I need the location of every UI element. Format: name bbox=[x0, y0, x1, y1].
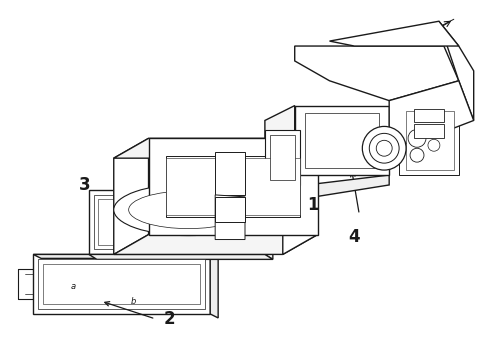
Polygon shape bbox=[33, 255, 210, 314]
Polygon shape bbox=[98, 199, 256, 246]
Polygon shape bbox=[94, 195, 260, 249]
Polygon shape bbox=[389, 81, 474, 145]
Polygon shape bbox=[215, 152, 245, 195]
Polygon shape bbox=[215, 197, 245, 222]
Polygon shape bbox=[89, 190, 265, 255]
Circle shape bbox=[369, 133, 399, 163]
Ellipse shape bbox=[114, 184, 263, 235]
Polygon shape bbox=[439, 21, 474, 121]
Text: a: a bbox=[71, 282, 76, 291]
Polygon shape bbox=[414, 109, 444, 122]
Text: 2: 2 bbox=[164, 310, 175, 328]
Circle shape bbox=[362, 126, 406, 170]
Polygon shape bbox=[294, 105, 389, 175]
Polygon shape bbox=[114, 138, 318, 158]
Polygon shape bbox=[270, 135, 294, 180]
Polygon shape bbox=[148, 138, 318, 235]
Polygon shape bbox=[114, 138, 148, 255]
Polygon shape bbox=[406, 111, 454, 170]
Circle shape bbox=[408, 129, 426, 147]
Text: 1: 1 bbox=[308, 196, 319, 214]
Polygon shape bbox=[414, 125, 444, 138]
Polygon shape bbox=[265, 105, 294, 190]
Polygon shape bbox=[215, 195, 245, 239]
Polygon shape bbox=[305, 113, 379, 168]
Circle shape bbox=[376, 140, 392, 156]
Polygon shape bbox=[283, 138, 318, 255]
Polygon shape bbox=[329, 21, 459, 46]
Polygon shape bbox=[38, 260, 205, 309]
Text: 3: 3 bbox=[79, 176, 91, 194]
Polygon shape bbox=[167, 156, 300, 217]
Polygon shape bbox=[210, 255, 218, 318]
Ellipse shape bbox=[129, 191, 248, 229]
Polygon shape bbox=[114, 235, 318, 255]
Polygon shape bbox=[399, 105, 459, 175]
Text: b: b bbox=[131, 297, 136, 306]
Polygon shape bbox=[265, 130, 300, 185]
Polygon shape bbox=[265, 190, 273, 260]
Circle shape bbox=[428, 139, 440, 151]
Text: 4: 4 bbox=[348, 228, 360, 246]
Polygon shape bbox=[294, 46, 459, 100]
Polygon shape bbox=[89, 255, 273, 260]
Polygon shape bbox=[167, 158, 300, 215]
Circle shape bbox=[410, 148, 424, 162]
Polygon shape bbox=[265, 175, 389, 205]
Polygon shape bbox=[43, 264, 200, 304]
Polygon shape bbox=[33, 255, 218, 258]
